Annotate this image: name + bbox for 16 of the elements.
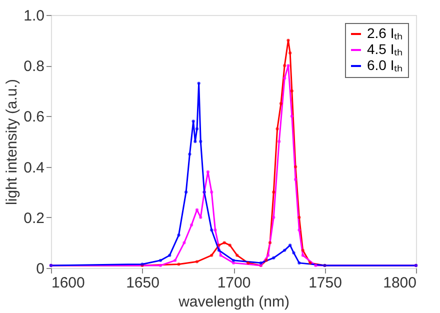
y-tick-label: 0 bbox=[36, 260, 44, 278]
legend-label: 4.5 Iₜₕ bbox=[367, 41, 404, 57]
x-tick-label: 1600 bbox=[52, 274, 85, 292]
y-tick-label: 0.2 bbox=[24, 210, 44, 227]
x-tick-label: 1800 bbox=[383, 274, 416, 292]
x-tick-label: 1750 bbox=[308, 274, 342, 292]
y-tick-label: 1.0 bbox=[24, 8, 44, 24]
x-tick-label: 1700 bbox=[217, 274, 251, 292]
y-tick-label: 0.6 bbox=[24, 108, 44, 126]
legend-label: 2.6 Iₜₕ bbox=[367, 25, 404, 41]
y-tick-label: 0.8 bbox=[24, 58, 44, 76]
y-axis-title: light intensity (a.u.) bbox=[4, 79, 21, 205]
legend-label: 6.0 Iₜₕ bbox=[367, 57, 404, 73]
y-tick-label: 0.4 bbox=[24, 159, 44, 176]
x-tick-label: 1650 bbox=[126, 274, 160, 292]
x-axis-title: wavelength (nm) bbox=[178, 294, 290, 310]
